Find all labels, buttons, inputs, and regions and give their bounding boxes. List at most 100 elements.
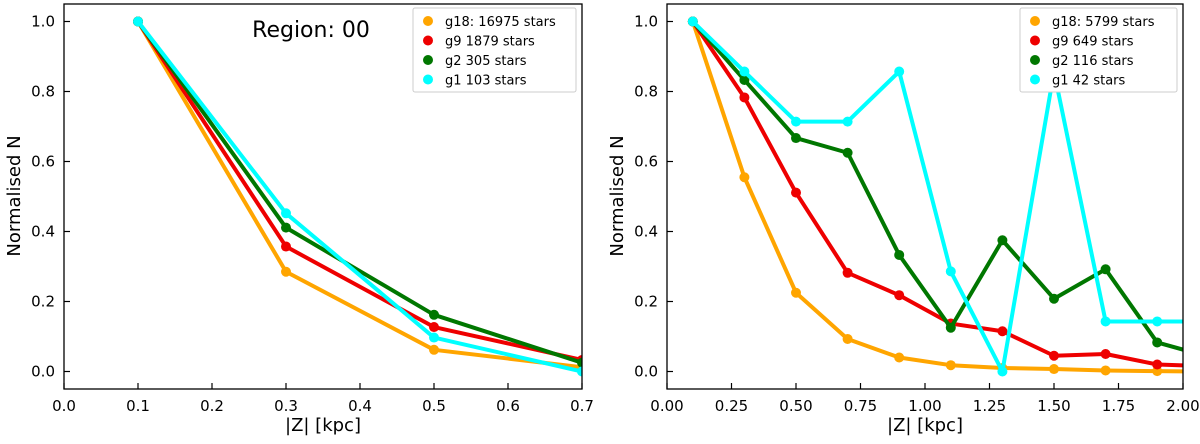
left-x-tick-label: 0.4	[348, 397, 372, 415]
right-data-point	[894, 66, 905, 77]
left-data-point	[577, 357, 582, 368]
left-series-line-3	[136, 19, 582, 374]
right-data-point	[791, 187, 801, 198]
right-y-tick-label: 0.6	[634, 153, 658, 171]
right-legend-marker	[1030, 16, 1040, 26]
right-data-point	[1100, 264, 1111, 275]
right-y-axis-label: Normalised N	[607, 135, 628, 256]
right-data-point	[1049, 350, 1059, 361]
right-data-point	[739, 172, 750, 183]
right-legend-label: g2 116 stars	[1052, 54, 1134, 69]
left-x-tick-label: 0.6	[496, 397, 520, 415]
right-x-tick-label: 2.00	[1166, 397, 1199, 415]
right-data-point	[945, 360, 956, 371]
right-data-point	[842, 116, 853, 127]
left-y-axis-label: Normalised N	[4, 135, 25, 256]
right-data-point	[842, 147, 853, 158]
right-x-tick-label: 1.25	[973, 397, 1006, 415]
left-y-tick-label: 0.4	[31, 223, 55, 241]
left-chart-panel: 0.0 0.1 0.2 0.3 0.4 0.5 0.6 0.7 0.0 0.2 0.4 0.6 0.8 1…	[4, 3, 594, 436]
left-y-tick-label: 0.8	[31, 83, 55, 101]
left-data-point	[429, 344, 439, 355]
right-data-point	[1152, 359, 1163, 370]
left-x-tick-label: 0.1	[126, 397, 150, 415]
right-x-tick-label: 0.50	[779, 397, 812, 415]
right-legend-label: g18: 5799 stars	[1052, 15, 1155, 30]
right-legend-marker	[1030, 74, 1040, 85]
right-data-point	[894, 249, 905, 260]
right-legend: g18: 5799 stars g9 649 stars g2 116 stars g…	[1019, 7, 1178, 93]
left-y-tick-label: 0.2	[31, 293, 55, 311]
right-plot-area	[687, 16, 1183, 377]
right-data-point	[739, 74, 750, 85]
right-data-point	[945, 322, 956, 333]
left-data-point	[281, 222, 291, 233]
right-legend-box	[1019, 7, 1178, 93]
left-data-point	[281, 241, 291, 252]
left-data-point	[281, 208, 291, 219]
right-legend-marker	[1030, 55, 1040, 65]
right-legend-label: g1 42 stars	[1052, 74, 1126, 89]
left-x-tick-label: 0.2	[200, 397, 224, 415]
left-data-point	[429, 309, 439, 320]
right-data-point	[997, 366, 1008, 377]
right-y-tick-label: 1.0	[634, 13, 658, 31]
right-data-point	[1100, 316, 1111, 327]
right-data-point	[1152, 316, 1163, 327]
left-legend-marker	[423, 74, 433, 85]
left-data-point	[429, 322, 439, 333]
right-chart-panel: 0.00 0.25 0.50 0.75 1.00 1.25 1.50 1.75 2.00 0.0 0…	[607, 3, 1200, 436]
left-legend-marker	[423, 35, 433, 46]
right-data-point	[1049, 293, 1059, 304]
right-data-point	[894, 352, 905, 363]
left-legend-label: g9 1879 stars	[445, 35, 535, 50]
left-x-tick-label: 0.5	[422, 397, 446, 415]
right-data-point	[842, 333, 853, 344]
right-x-tick-label: 0.75	[844, 397, 877, 415]
right-y-tick-label: 0.2	[634, 293, 658, 311]
left-series-line-2	[136, 19, 582, 365]
right-data-point	[739, 92, 750, 103]
left-legend-box	[412, 7, 577, 93]
left-series-line-1	[136, 19, 582, 362]
left-data-point	[133, 16, 143, 27]
left-data-point	[577, 366, 582, 377]
right-data-point	[791, 116, 801, 127]
left-x-axis-label: |Z| [kpc]	[285, 415, 361, 436]
left-y-tick-label: 0.0	[31, 363, 55, 381]
left-legend: g18: 16975 stars g9 1879 stars g2 305 star…	[412, 7, 577, 93]
right-ticks: 0.00 0.25 0.50 0.75 1.00 1.25 1.50 1.75 2.00 0.0 0…	[634, 13, 1200, 416]
right-data-point	[997, 235, 1008, 246]
right-data-point	[791, 287, 801, 298]
right-y-tick-label: 0.0	[634, 363, 658, 381]
left-legend-label: g18: 16975 stars	[445, 15, 556, 30]
left-x-tick-label: 0.3	[274, 397, 298, 415]
left-series-line-0	[136, 19, 582, 370]
right-data-point	[1100, 349, 1111, 359]
left-ticks: 0.0 0.1 0.2 0.3 0.4 0.5 0.6 0.7 0.0 0.2 0.4 0.6 0.8 1…	[31, 13, 594, 416]
left-legend-marker	[423, 55, 433, 65]
right-data-point	[791, 133, 801, 144]
right-x-tick-label: 1.50	[1037, 397, 1070, 415]
left-plot-area	[133, 16, 582, 377]
left-axes-frame	[63, 3, 583, 390]
right-x-tick-label: 1.00	[908, 397, 941, 415]
left-legend-label: g2 305 stars	[445, 54, 527, 69]
left-y-tick-label: 1.0	[31, 13, 55, 31]
right-data-point	[739, 66, 750, 77]
right-x-tick-label: 1.75	[1102, 397, 1135, 415]
right-y-tick-label: 0.8	[634, 83, 658, 101]
right-data-point	[1049, 364, 1059, 375]
left-y-tick-label: 0.6	[31, 153, 55, 171]
right-data-point	[1152, 337, 1163, 348]
right-data-point	[997, 326, 1008, 337]
right-legend-label: g9 649 stars	[1052, 35, 1134, 50]
right-legend-marker	[1030, 35, 1040, 46]
left-x-tick-label: 0.7	[570, 397, 594, 415]
right-x-tick-label: 0.00	[650, 397, 683, 415]
left-x-tick-label: 0.0	[52, 397, 76, 415]
right-data-point	[687, 16, 698, 27]
right-data-point	[894, 290, 905, 301]
right-data-point	[945, 266, 956, 277]
